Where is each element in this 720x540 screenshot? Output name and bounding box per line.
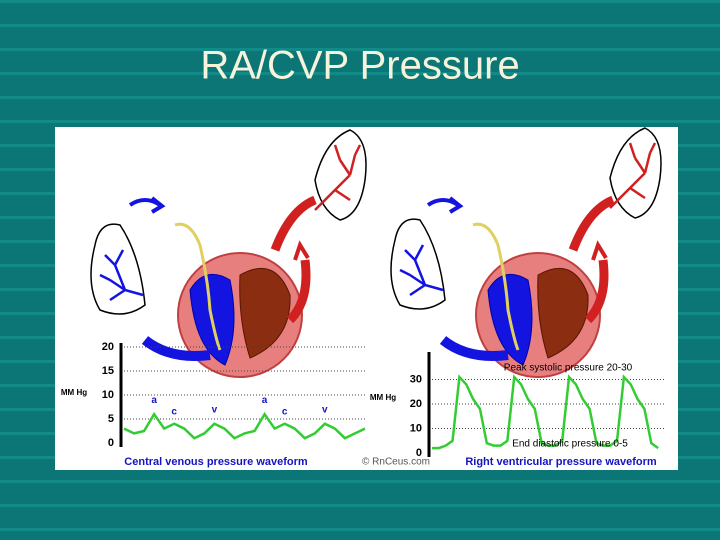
chart-title: Right ventricular pressure waveform [465, 456, 657, 468]
y-tick-label: 0 [108, 437, 114, 449]
y-tick-label: 10 [410, 422, 422, 434]
annotation: v [212, 404, 218, 415]
annotation: a [151, 395, 157, 406]
slide-title: RA/CVP Pressure [200, 44, 519, 88]
y-tick-label: 5 [108, 413, 114, 425]
waveform-line [432, 374, 659, 450]
chart-title: Central venous pressure waveform [124, 456, 308, 468]
y-tick-label: 20 [102, 341, 114, 353]
annotation: c [282, 406, 288, 417]
y-axis-label: MM Hg [61, 388, 87, 397]
credit: © RnCeus.com [362, 457, 430, 468]
y-tick-label: 10 [102, 389, 114, 401]
y-tick-label: 30 [410, 373, 422, 385]
annotation: v [322, 404, 328, 415]
charts: MM Hg 0 5 10 15 20 a c v a c v Central venous pressu… [61, 341, 665, 468]
y-tick-label: 20 [410, 398, 422, 410]
y-tick-label: 15 [102, 365, 114, 377]
annotation: Peak systolic pressure 20-30 [504, 363, 633, 374]
y-tick-label: 0 [416, 447, 422, 459]
annotation: a [262, 395, 268, 406]
annotation: c [171, 406, 177, 417]
waveform-line [123, 411, 366, 440]
annotation: End diastolic pressure 0-5 [512, 439, 628, 450]
y-axis-label: MM Hg [370, 393, 396, 402]
